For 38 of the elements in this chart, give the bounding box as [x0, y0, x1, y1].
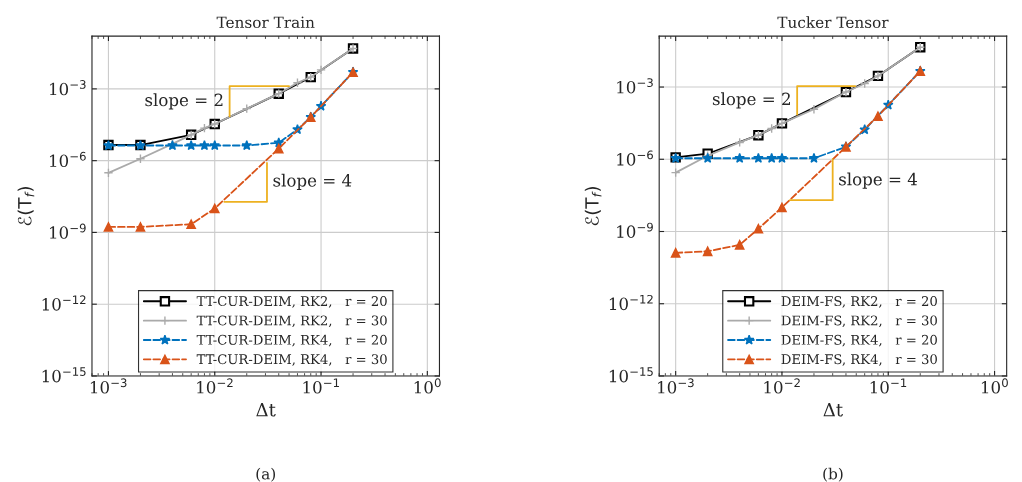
x-tick-label: 10$^{−3}$ — [90, 378, 127, 394]
x-tick-label: 10$^{−3}$ — [658, 378, 694, 394]
legend-label: DEIM-FS, RK2, r = 20 — [781, 296, 937, 308]
y-tick-label: 10$^{−3}$ — [617, 78, 653, 94]
x-tick-label: 10$^{0}$ — [414, 378, 441, 394]
x-tick-label: 10$^{−1}$ — [870, 378, 907, 394]
y-axis-title: ℰ(T$_{f}$) — [584, 187, 602, 226]
y-tick-label: 10$^{−15}$ — [42, 367, 86, 383]
y-tick-label: 10$^{−15}$ — [609, 367, 653, 383]
x-axis-title: Δt — [823, 403, 843, 417]
annotation: slope = 4 — [839, 172, 918, 189]
text: (a) — [256, 467, 276, 482]
annotation: slope = 4 — [273, 173, 352, 190]
legend-label: TT-CUR-DEIM, RK2, r = 30 — [196, 315, 387, 328]
annotation: slope = 2 — [145, 93, 223, 110]
annotation: slope = 2 — [712, 92, 790, 109]
y-tick-label: 10$^{−12}$ — [609, 294, 653, 311]
y-tick-label: 10$^{−3}$ — [49, 80, 86, 96]
y-tick-label: 10$^{−6}$ — [617, 150, 653, 166]
y-tick-label: 10$^{−12}$ — [42, 295, 86, 311]
legend-label: DEIM-FS, RK4, r = 20 — [781, 334, 937, 347]
text: (b) — [823, 467, 843, 482]
y-tick-label: 10$^{−9}$ — [617, 222, 653, 238]
x-axis-title: Δt — [256, 403, 276, 417]
x-tick-label: 10$^{−1}$ — [303, 378, 339, 394]
chart-title: Tucker Tensor — [777, 16, 889, 29]
legend-label: DEIM-FS, RK4, r = 30 — [781, 354, 937, 366]
y-tick-label: 10$^{−6}$ — [49, 151, 86, 168]
chart-title: Tensor Train — [216, 16, 315, 29]
legend-label: TT-CUR-DEIM, RK4, r = 20 — [196, 334, 387, 347]
legend-label: DEIM-FS, RK2, r = 30 — [781, 315, 937, 328]
y-axis-title: ℰ(T$_{f}$) — [17, 187, 35, 226]
y-tick-label: 10$^{−9}$ — [49, 223, 86, 239]
legend-label: TT-CUR-DEIM, RK2, r = 20 — [196, 296, 387, 308]
legend-label: TT-CUR-DEIM, RK4, r = 30 — [196, 354, 387, 366]
x-tick-label: 10$^{0}$ — [981, 378, 1008, 394]
x-tick-label: 10$^{−2}$ — [764, 378, 800, 394]
x-tick-label: 10$^{−2}$ — [197, 378, 233, 394]
